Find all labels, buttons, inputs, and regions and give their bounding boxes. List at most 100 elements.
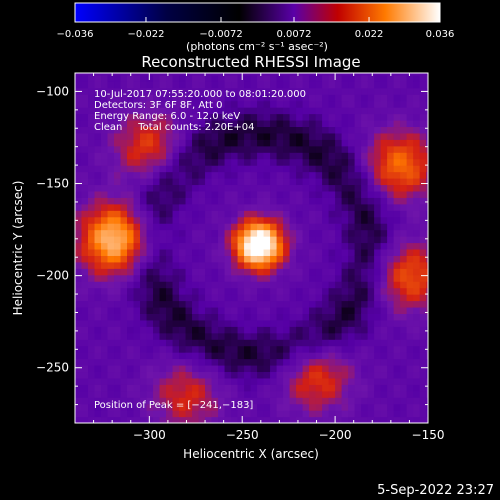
heatmap-cell [120, 274, 128, 282]
heatmap-cell [393, 364, 401, 373]
heatmap-cell [224, 94, 232, 102]
heatmap-cell [185, 145, 193, 153]
heatmap-cell [146, 119, 154, 128]
heatmap-cell [374, 377, 382, 385]
heatmap-cell [302, 364, 310, 373]
heatmap-cell [140, 261, 148, 269]
heatmap-cell [244, 242, 252, 250]
heatmap-cell [172, 171, 180, 179]
heatmap-cell [283, 416, 291, 423]
heatmap-cell [302, 261, 310, 269]
heatmap-cell [127, 352, 135, 360]
heatmap-cell [406, 197, 414, 205]
heatmap-cell [218, 132, 226, 140]
heatmap-cell [107, 184, 115, 192]
heatmap-cell [283, 94, 291, 102]
heatmap-cell [179, 352, 187, 360]
heatmap-cell [302, 300, 310, 308]
heatmap-cell [341, 152, 349, 160]
heatmap-cell [244, 171, 252, 179]
heatmap-cell [224, 416, 232, 423]
heatmap-cell [328, 184, 336, 192]
heatmap-cell [393, 352, 401, 360]
heatmap-cell [276, 345, 284, 353]
heatmap-cell [88, 364, 96, 373]
heatmap-cell [328, 165, 336, 173]
heatmap-cell [367, 94, 375, 102]
heatmap-cell [302, 358, 310, 366]
heatmap-cell [127, 371, 135, 379]
heatmap-cell [159, 377, 167, 385]
heatmap-cell [120, 416, 128, 423]
heatmap-cell [328, 294, 336, 302]
heatmap-cell [198, 390, 206, 398]
heatmap-cell [289, 236, 297, 244]
heatmap-cell [374, 397, 382, 405]
heatmap-cell [250, 73, 258, 76]
heatmap-cell [283, 197, 291, 205]
heatmap-cell [374, 345, 382, 353]
heatmap-cell [205, 216, 213, 224]
heatmap-cell [380, 326, 388, 334]
heatmap-cell [231, 390, 239, 398]
heatmap-cell [335, 165, 343, 173]
heatmap-cell [166, 319, 174, 327]
heatmap-cell [198, 113, 206, 121]
heatmap-cell [263, 261, 271, 269]
heatmap-cell [94, 145, 102, 153]
heatmap-cell [140, 152, 148, 160]
heatmap-cell [81, 403, 89, 411]
heatmap-cell [198, 306, 206, 314]
heatmap-cell [153, 107, 161, 115]
heatmap-cell [283, 384, 291, 392]
heatmap-cell [426, 223, 428, 231]
heatmap-cell [393, 294, 401, 302]
heatmap-cell [114, 132, 122, 140]
heatmap-cell [218, 152, 226, 160]
heatmap-cell [244, 377, 252, 385]
heatmap-cell [231, 377, 239, 385]
heatmap-cell [211, 261, 219, 269]
heatmap-cell [94, 281, 102, 289]
heatmap-cell [114, 377, 122, 385]
heatmap-cell [302, 281, 310, 289]
heatmap-cell [127, 171, 135, 179]
heatmap-cell [341, 216, 349, 224]
heatmap-cell [400, 261, 408, 269]
heatmap-cell [120, 139, 128, 147]
heatmap-cell [218, 384, 226, 392]
heatmap-cell [270, 384, 278, 392]
heatmap-cell [257, 319, 265, 327]
heatmap-cell [218, 332, 226, 340]
heatmap-cell [153, 306, 161, 314]
heatmap-cell [231, 294, 239, 302]
heatmap-cell [348, 203, 356, 211]
heatmap-cell [341, 165, 349, 173]
heatmap-cell [231, 107, 239, 115]
heatmap-cell [146, 73, 154, 76]
heatmap-cell [231, 216, 239, 224]
heatmap-cell [354, 139, 362, 147]
heatmap-cell [341, 410, 349, 418]
heatmap-cell [335, 126, 343, 134]
heatmap-cell [244, 248, 252, 256]
heatmap-cell [302, 94, 310, 102]
heatmap-cell [335, 319, 343, 327]
heatmap-cell [250, 345, 258, 353]
heatmap-cell [237, 300, 245, 308]
heatmap-cell [315, 126, 323, 134]
heatmap-cell [94, 364, 102, 373]
heatmap-cell [231, 255, 239, 263]
x-axis-ticks: −300 −250 −200 −150 [74, 73, 444, 442]
heatmap-cell [205, 332, 213, 340]
heatmap-cell [263, 313, 271, 321]
heatmap-cell [211, 313, 219, 321]
heatmap-cell [179, 132, 187, 140]
heatmap-cell [172, 184, 180, 192]
heatmap-cell [101, 223, 109, 231]
heatmap-cell [270, 371, 278, 379]
heatmap-cell [198, 119, 206, 128]
heatmap-cell [88, 107, 96, 115]
heatmap-cell [127, 397, 135, 405]
heatmap-cell [237, 326, 245, 334]
